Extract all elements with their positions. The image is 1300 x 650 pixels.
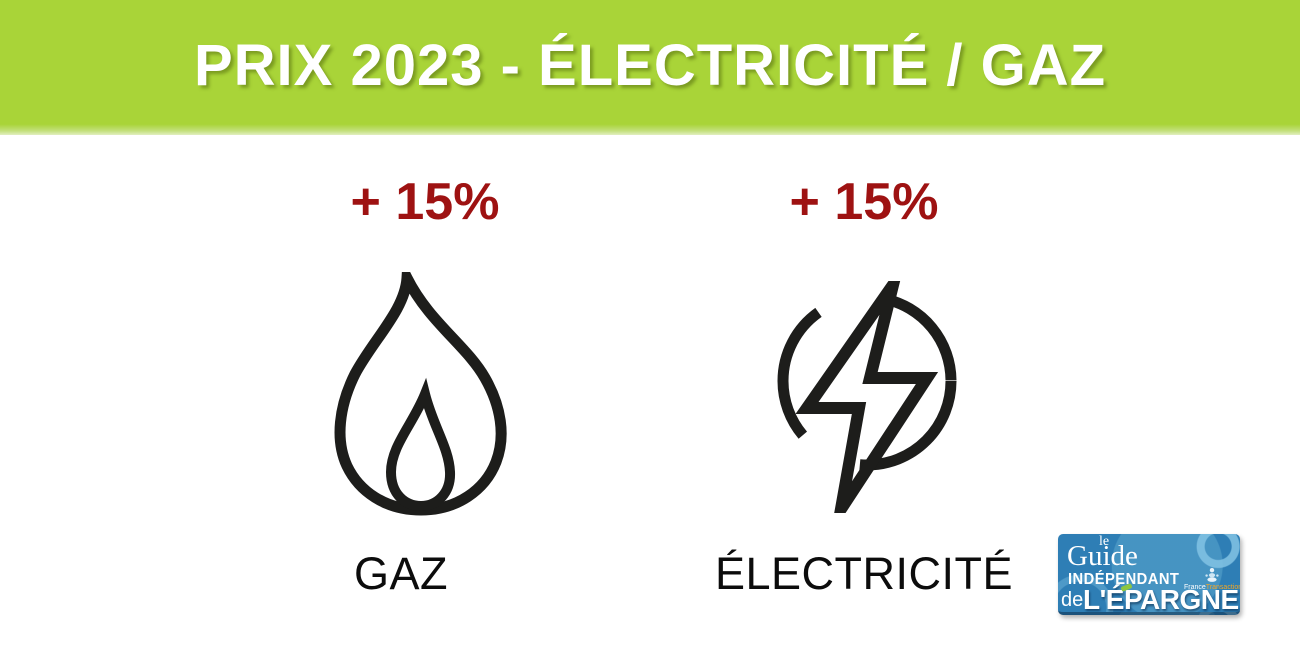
logo-site-transactions: Transactions	[1205, 584, 1240, 591]
lightning-circle-icon	[777, 255, 957, 537]
gas-label: GAZ	[353, 548, 448, 599]
logo-site: FranceTransactions.com	[1184, 584, 1240, 591]
logo-independant: INDÉPENDANT	[1068, 571, 1180, 588]
logo-epargne: L'ÉPARGNE	[1083, 584, 1239, 615]
logo-de: de	[1061, 589, 1084, 611]
electricity-change: + 15%	[789, 173, 939, 231]
logo-site-france: France	[1184, 584, 1206, 591]
header-banner: PRIX 2023 - ÉLECTRICITÉ / GAZ	[0, 0, 1300, 135]
electricity-label: ÉLECTRICITÉ	[714, 548, 1014, 599]
logo-guide: Guide	[1067, 540, 1138, 572]
page-title: PRIX 2023 - ÉLECTRICITÉ / GAZ	[193, 33, 1107, 98]
logo-le: le	[1099, 534, 1110, 549]
brand-logo: le Guide INDÉPENDANT FranceTransactions.…	[1058, 534, 1240, 615]
logo-person-icon	[1204, 567, 1220, 583]
flame-icon	[333, 257, 510, 518]
gas-change: + 15%	[350, 173, 500, 231]
